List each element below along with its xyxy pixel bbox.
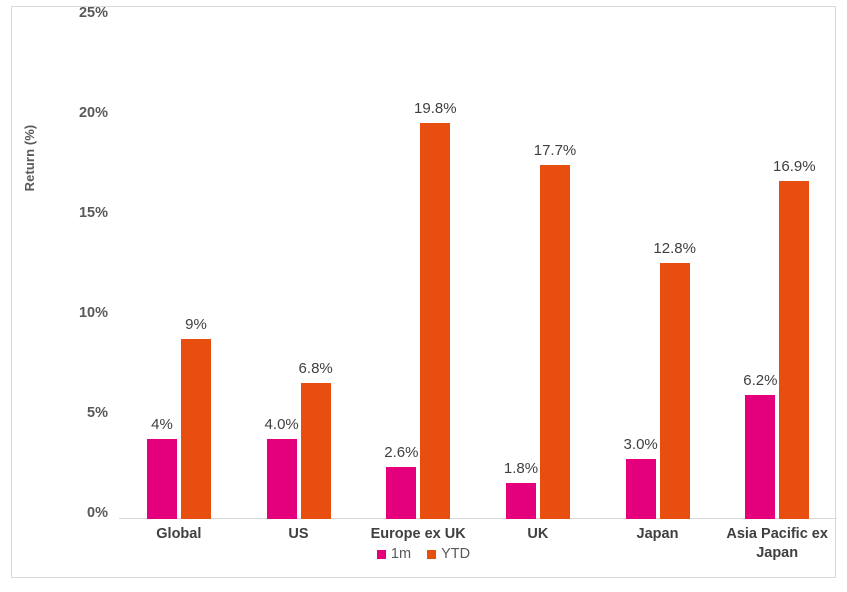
bar-group: 3.0% 12.8%: [598, 13, 718, 519]
y-axis-title: Return (%): [22, 124, 37, 192]
bar-group: 4% 9%: [119, 13, 239, 519]
x-axis-baseline: [119, 518, 837, 519]
x-axis-label-us: US: [288, 526, 309, 542]
bar-value-label: 19.8%: [414, 100, 457, 117]
y-axis-tick-15: 15%: [78, 205, 108, 221]
bar-value-label: 1.8%: [503, 460, 539, 477]
bar-value-label: 4.0%: [264, 416, 299, 433]
bar-value-label: 9%: [185, 316, 207, 333]
bar-1m[interactable]: [745, 395, 776, 519]
legend-label: 1m: [390, 546, 412, 562]
bar-group: 6.2% 16.9%: [717, 13, 837, 519]
bar-1m[interactable]: [506, 483, 536, 519]
bar-value-label: 6.8%: [298, 360, 333, 377]
bar-ytd[interactable]: [659, 263, 690, 519]
bar-ytd[interactable]: [181, 339, 211, 519]
chart-legend: 1m YTD: [12, 547, 835, 562]
bar-ytd[interactable]: [420, 123, 451, 519]
y-axis-tick-0: 0%: [87, 505, 108, 521]
bar-1m[interactable]: [147, 439, 177, 519]
plot-area: 4% 9% 4.0% 6.8% 2.6% 19.8% 1.8% 17.7% 3.0% 12.8% 6…: [119, 13, 837, 519]
legend-label: YTD: [441, 546, 471, 562]
bar-value-label: 3.0%: [623, 436, 658, 453]
x-axis-label-uk: UK: [527, 526, 549, 542]
x-axis-label-asia-pacific-ex-japan: Asia Pacific ex Japan: [726, 526, 828, 561]
bar-value-label: 6.2%: [743, 372, 778, 389]
y-axis-tick-5: 5%: [87, 405, 108, 421]
y-axis-tick-20: 20%: [78, 105, 108, 121]
y-axis-tick-25: 25%: [78, 5, 108, 21]
bar-group: 1.8% 17.7%: [478, 13, 598, 519]
bar-1m[interactable]: [386, 467, 417, 519]
legend-item-1m[interactable]: 1m: [376, 546, 412, 562]
bar-value-label: 17.7%: [533, 142, 577, 159]
bar-value-label: 2.6%: [384, 444, 419, 461]
x-axis-label-japan: Japan: [636, 526, 679, 542]
bar-group: 2.6% 19.8%: [358, 13, 478, 519]
bar-ytd[interactable]: [779, 181, 810, 519]
y-axis-tick-10: 10%: [78, 305, 108, 321]
bar-1m[interactable]: [625, 459, 656, 519]
x-axis-label-europe-ex-uk: Europe ex UK: [370, 526, 466, 542]
bar-value-label: 16.9%: [773, 158, 816, 175]
bar-value-label: 12.8%: [653, 240, 696, 257]
x-axis-category-labels: Global US Europe ex UK UK Japan Asia Pacific …: [119, 525, 837, 571]
bar-ytd[interactable]: [540, 165, 570, 519]
legend-swatch-icon: [376, 549, 386, 559]
legend-item-ytd[interactable]: YTD: [427, 547, 470, 562]
bar-1m[interactable]: [266, 439, 297, 519]
chart-container: Return (%) 25% 20% 15% 10% 5% 0% 4% 9% 4.0% 6.8%…: [11, 5, 837, 578]
y-axis-tick-labels: 25% 20% 15% 10% 5% 0%: [46, 5, 108, 577]
x-axis-label-global: Global: [156, 526, 202, 542]
bar-value-label: 4%: [151, 416, 173, 433]
bar-group: 4.0% 6.8%: [239, 13, 359, 519]
legend-swatch-icon: [427, 549, 437, 559]
bar-ytd[interactable]: [300, 383, 331, 519]
